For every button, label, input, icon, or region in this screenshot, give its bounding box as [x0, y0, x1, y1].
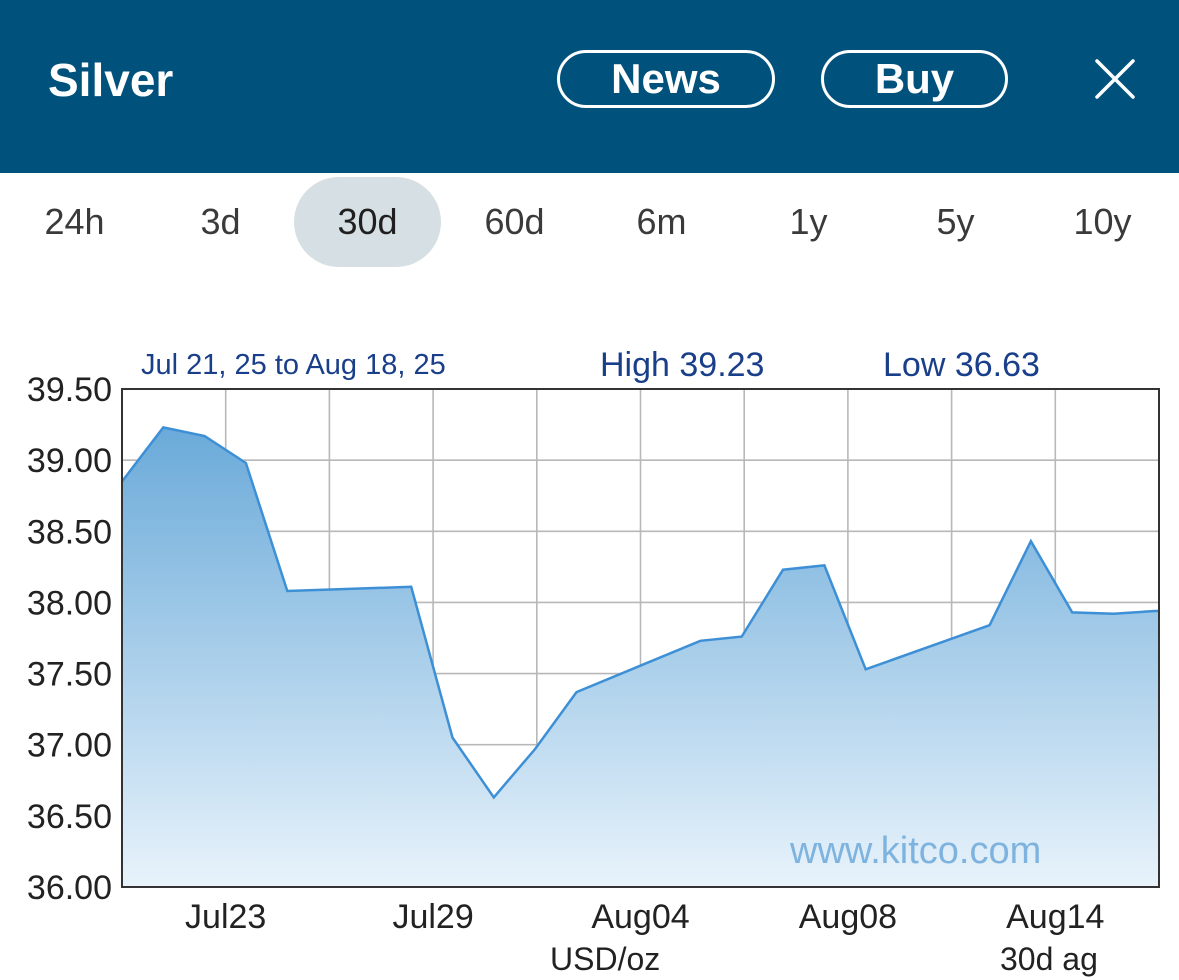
data-point-aug-07: [822, 563, 826, 567]
page-title: Silver: [48, 54, 174, 106]
y-tick-label: 37.50: [27, 656, 112, 694]
data-point-jul-31: [533, 747, 537, 751]
x-tick-label: Aug08: [799, 898, 897, 936]
data-point-aug-14: [1112, 612, 1116, 616]
data-point-jul-28: [409, 585, 413, 589]
tab-3d[interactable]: 3d: [200, 201, 241, 242]
data-point-aug-12: [1029, 539, 1033, 543]
data-point-aug-01: [574, 690, 578, 694]
data-point-aug-15: [1153, 609, 1157, 613]
app-header: Silver News Buy: [0, 0, 1179, 173]
price-line: [121, 426, 1159, 800]
chart-svg: 39.50 39.00 38.50 38.00 37.50 37.00 36.50 36.00…: [27, 346, 1160, 977]
tab-6m[interactable]: 6m: [636, 201, 687, 242]
tab-30d[interactable]: 30d: [294, 177, 441, 267]
x-tick-label: Aug04: [591, 898, 689, 936]
tab-24h[interactable]: 24h: [44, 201, 105, 242]
data-point-jul-30: [492, 795, 496, 799]
x-tick-label: Aug14: [1006, 898, 1104, 936]
y-tick-label: 38.50: [27, 513, 112, 551]
price-area: [122, 427, 1159, 887]
date-range-label: Jul 21, 25 to Aug 18, 25: [141, 349, 446, 381]
data-point-jul-29: [451, 736, 455, 740]
data-point-jul-25: [285, 589, 289, 593]
data-point-aug-04: [698, 639, 702, 643]
data-point-aug-05: [740, 635, 744, 639]
tab-1y[interactable]: 1y: [789, 201, 828, 242]
price-chart: 39.50 39.00 38.50 38.00 37.50 37.00 36.50 36.00…: [0, 330, 1179, 980]
y-tick-label: 36.00: [27, 869, 112, 907]
tab-5y[interactable]: 5y: [936, 201, 975, 242]
period-note: 30d ag: [1000, 941, 1098, 977]
x-tick-label: Jul23: [185, 898, 266, 936]
data-point-jul-23: [203, 434, 207, 438]
y-tick-label: 39.50: [27, 371, 112, 409]
high-label: High 39.23: [600, 346, 764, 384]
y-tick-label: 36.50: [27, 798, 112, 836]
close-icon[interactable]: [1094, 58, 1136, 100]
x-axis-unit-label: USD/oz: [550, 941, 660, 977]
watermark: www.kitco.com: [789, 830, 1041, 872]
data-point-aug-08: [864, 667, 868, 671]
x-tick-label: Jul29: [392, 898, 473, 936]
buy-button[interactable]: Buy: [821, 50, 1008, 108]
data-point-aug-06: [781, 568, 785, 572]
plot-frame: [121, 388, 1160, 888]
y-tick-label: 38.00: [27, 584, 112, 622]
y-tick-label: 39.00: [27, 442, 112, 480]
data-point-jul-24: [244, 461, 248, 465]
tab-60d[interactable]: 60d: [484, 201, 545, 242]
data-point-aug-13: [1070, 610, 1074, 614]
time-range-tabs: 24h 3d 30d 60d 6m 1y 5y 10y: [0, 173, 1179, 273]
data-point-aug-11: [988, 623, 992, 627]
low-label: Low 36.63: [883, 346, 1040, 384]
y-tick-label: 37.00: [27, 727, 112, 765]
data-point-jul-22: [161, 425, 165, 429]
news-button[interactable]: News: [557, 50, 775, 108]
tab-10y[interactable]: 10y: [1073, 201, 1132, 242]
